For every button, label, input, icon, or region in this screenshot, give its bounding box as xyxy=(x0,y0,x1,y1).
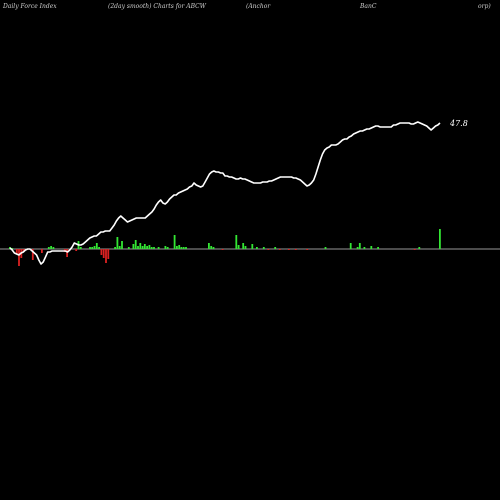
force-bar xyxy=(306,249,309,250)
force-bar xyxy=(439,229,441,249)
force-bar xyxy=(358,243,361,249)
force-bar xyxy=(182,247,185,249)
force-bar xyxy=(221,249,224,250)
force-bar xyxy=(18,249,20,266)
force-bar xyxy=(185,247,187,249)
force-bar xyxy=(137,246,139,249)
force-bar xyxy=(50,246,52,249)
chart-title: Daily Force Index xyxy=(3,3,57,10)
last-value-label: 47.8 xyxy=(449,119,468,128)
force-bar xyxy=(107,249,110,259)
force-bar xyxy=(75,249,78,251)
force-bar xyxy=(210,246,213,249)
force-bar xyxy=(139,243,142,249)
force-bar xyxy=(150,247,153,249)
force-bar xyxy=(148,245,151,249)
force-bar xyxy=(118,246,121,249)
force-bar xyxy=(173,235,176,249)
force-bar xyxy=(235,235,238,249)
force-bar xyxy=(274,247,277,249)
force-bar xyxy=(47,247,50,249)
force-bar xyxy=(363,247,366,249)
force-bar xyxy=(116,237,119,249)
force-bar xyxy=(256,247,258,249)
force-bar xyxy=(294,249,297,250)
force-bar xyxy=(91,247,94,249)
force-bar xyxy=(356,247,359,249)
force-bar xyxy=(114,247,116,249)
force-bar xyxy=(141,246,144,249)
force-bar xyxy=(89,247,91,249)
force-bar xyxy=(31,249,34,260)
force-bar xyxy=(212,247,215,249)
force-bar xyxy=(153,247,155,249)
force-bar xyxy=(176,246,178,249)
force-bar xyxy=(349,243,352,249)
company-name-part-2: BanC xyxy=(360,3,377,10)
force-bar xyxy=(121,241,123,249)
force-bar xyxy=(132,244,135,249)
force-bar xyxy=(157,247,160,249)
force-bar xyxy=(242,243,245,249)
force-bar xyxy=(100,249,103,255)
force-bar xyxy=(278,249,281,250)
company-name-part-3: orp) xyxy=(478,3,491,10)
force-bar xyxy=(41,249,43,253)
force-bar xyxy=(127,247,130,249)
force-bar xyxy=(324,247,327,249)
force-bar xyxy=(251,244,254,249)
force-bar xyxy=(370,246,373,249)
force-bar xyxy=(237,245,240,249)
force-bar xyxy=(413,249,416,250)
force-bar xyxy=(244,246,247,249)
force-bar xyxy=(146,246,148,249)
force-bar xyxy=(66,249,68,257)
force-bar xyxy=(79,247,82,249)
force-bar xyxy=(262,247,265,249)
chart-subtitle: (2day smooth) Charts for ABCW xyxy=(108,3,206,10)
force-bar xyxy=(93,246,96,249)
force-bar xyxy=(267,249,270,250)
force-bar xyxy=(134,240,137,249)
force-bar xyxy=(15,249,18,254)
force-bar xyxy=(98,247,100,249)
force-bar xyxy=(288,249,290,250)
force-bar xyxy=(208,243,210,249)
force-bar xyxy=(22,249,25,252)
force-bar xyxy=(143,244,146,249)
force-bar xyxy=(52,247,55,249)
force-bar xyxy=(95,243,98,249)
force-bar xyxy=(418,247,421,249)
force-bar xyxy=(102,249,105,258)
force-bar xyxy=(166,247,169,249)
force-bar xyxy=(377,247,379,249)
company-name-part-1: (Anchor xyxy=(246,3,271,10)
force-bar xyxy=(180,247,183,249)
force-bar xyxy=(11,248,14,249)
force-bar xyxy=(164,246,167,249)
force-bar xyxy=(105,249,107,263)
force-bar xyxy=(178,245,181,249)
smoothed-force-line xyxy=(9,121,441,265)
force-bar xyxy=(9,247,11,249)
